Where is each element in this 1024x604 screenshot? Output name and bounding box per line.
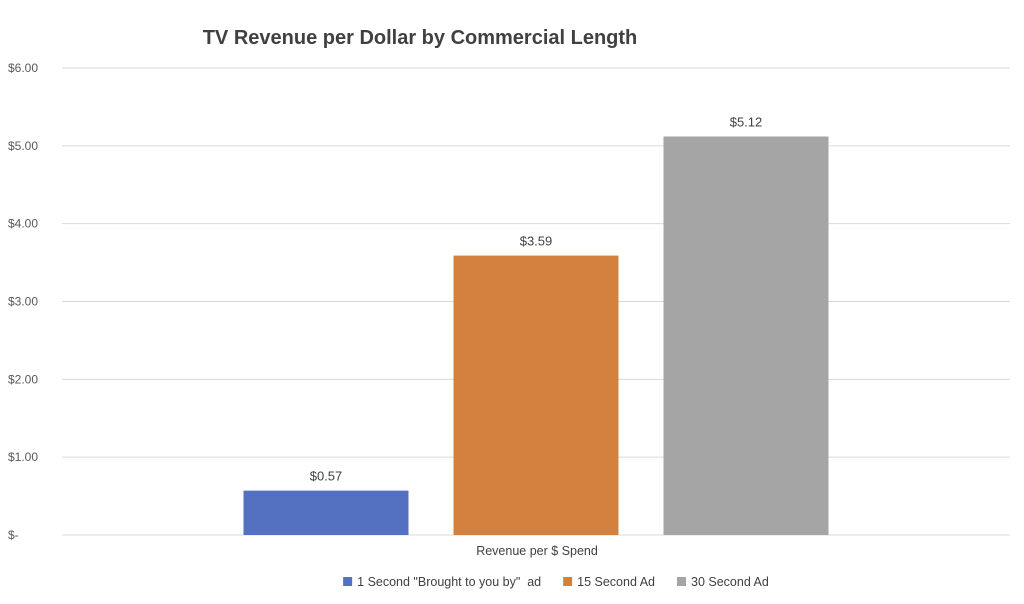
bar-0 [243,490,409,535]
legend-item-2: 30 Second Ad [677,575,769,589]
data-label-2: $5.12 [730,114,763,129]
x-axis-category-label: Revenue per $ Spend [476,544,598,558]
y-tick-label-1: $1.00 [8,450,38,464]
legend-swatch-2 [677,577,686,586]
y-tick-label-4: $4.00 [8,217,38,231]
y-tick-label-5: $5.00 [8,139,38,153]
legend-item-1: 15 Second Ad [563,575,655,589]
y-tick-label-0: $- [8,528,19,542]
y-axis-tick-labels: $- $1.00 $2.00 $3.00 $4.00 $5.00 $6.00 [8,61,38,542]
data-label-1: $3.59 [520,234,553,249]
y-tick-label-6: $6.00 [8,61,38,75]
bars [243,136,829,535]
data-label-0: $0.57 [310,469,343,484]
bar-1 [453,255,619,535]
legend-swatch-1 [563,577,573,586]
y-tick-label-3: $3.00 [8,295,38,309]
y-tick-label-2: $2.00 [8,372,38,386]
legend-label-1: 15 Second Ad [577,575,655,589]
legend-label-2: 30 Second Ad [691,575,769,589]
data-labels: $0.57 $3.59 $5.12 [310,114,763,483]
bar-2 [663,136,829,535]
legend-swatch-0 [343,577,353,586]
legend-label-0: 1 Second "Brought to you by" ad [357,575,541,589]
chart-title: TV Revenue per Dollar by Commercial Leng… [203,27,638,49]
legend: 1 Second "Brought to you by" ad 15 Second… [343,575,769,589]
legend-item-0: 1 Second "Brought to you by" ad [343,575,541,589]
